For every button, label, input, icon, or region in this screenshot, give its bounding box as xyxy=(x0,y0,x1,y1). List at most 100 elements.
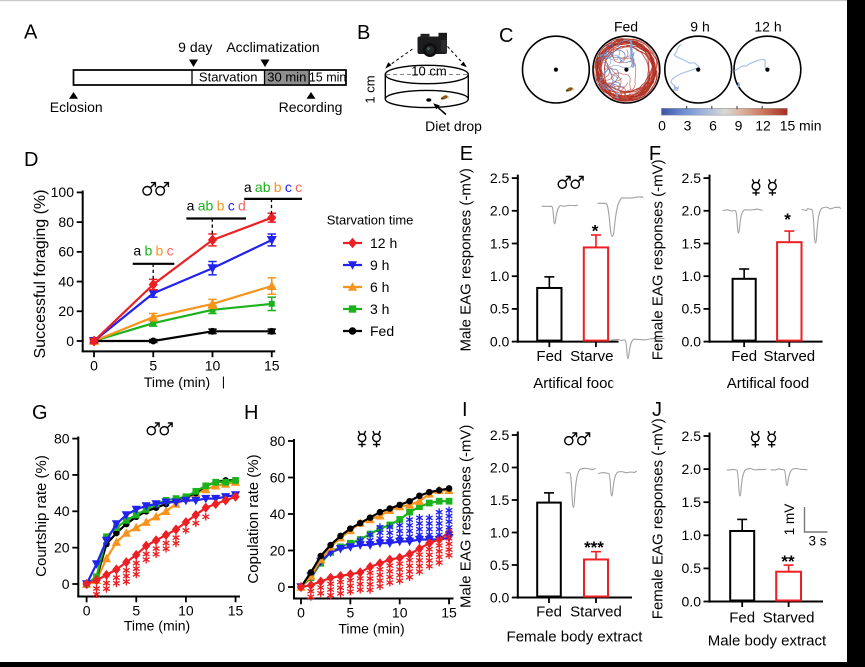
svg-text:0.5: 0.5 xyxy=(490,301,510,317)
svg-text:0: 0 xyxy=(83,603,91,619)
svg-text:0: 0 xyxy=(278,579,286,595)
svg-text:Eclosion: Eclosion xyxy=(50,99,103,115)
svg-text:10: 10 xyxy=(205,358,221,374)
svg-text:Artifical food: Artifical food xyxy=(533,375,616,392)
svg-text:5: 5 xyxy=(346,605,354,621)
svg-text:Fed: Fed xyxy=(536,348,562,365)
svg-text:Fed: Fed xyxy=(536,604,562,621)
svg-text:I: I xyxy=(462,399,468,421)
svg-text:1.0: 1.0 xyxy=(490,268,510,284)
svg-text:1.0: 1.0 xyxy=(682,268,702,284)
svg-text:15: 15 xyxy=(264,358,280,374)
svg-text:Artifical food: Artifical food xyxy=(727,375,810,392)
svg-text:Female EAG responses (-mV): Female EAG responses (-mV) xyxy=(650,159,667,360)
svg-text:1.5: 1.5 xyxy=(490,235,510,251)
svg-text:9 h: 9 h xyxy=(370,257,389,273)
svg-text:Starved: Starved xyxy=(570,604,622,621)
svg-text:1.5: 1.5 xyxy=(682,235,702,251)
svg-text:2.0: 2.0 xyxy=(682,461,702,477)
svg-text:Male EAG responses (-mV): Male EAG responses (-mV) xyxy=(458,425,475,608)
svg-text:15: 15 xyxy=(780,117,796,133)
svg-text:Starved: Starved xyxy=(763,348,815,365)
svg-text:1.0: 1.0 xyxy=(682,527,702,543)
svg-text:**: ** xyxy=(781,552,795,571)
svg-text:Time (min): Time (min) xyxy=(338,621,404,637)
svg-text:3 h: 3 h xyxy=(370,301,389,317)
svg-text:Female body extract: Female body extract xyxy=(507,629,644,646)
svg-text:Male EAG responses (-mV): Male EAG responses (-mV) xyxy=(458,168,475,351)
svg-text:E: E xyxy=(460,143,473,165)
svg-text:20: 20 xyxy=(270,542,286,558)
svg-text:0: 0 xyxy=(62,576,70,592)
svg-text:|: | xyxy=(222,374,225,389)
svg-text:12 h: 12 h xyxy=(754,19,781,35)
svg-text:60: 60 xyxy=(54,467,70,483)
svg-text:Fed: Fed xyxy=(370,323,394,339)
svg-text:2.5: 2.5 xyxy=(682,170,702,186)
svg-text:H: H xyxy=(244,402,258,424)
svg-text:0: 0 xyxy=(66,333,74,349)
svg-text:F: F xyxy=(649,143,661,165)
svg-text:10 cm: 10 cm xyxy=(411,63,446,78)
svg-text:G: G xyxy=(32,402,48,424)
svg-text:A: A xyxy=(24,22,38,44)
svg-text:0: 0 xyxy=(297,605,305,621)
svg-text:9 h: 9 h xyxy=(690,19,709,35)
svg-text:Time (min): Time (min) xyxy=(124,618,190,634)
svg-text:0: 0 xyxy=(90,358,98,374)
svg-text:5: 5 xyxy=(149,358,157,374)
svg-text:Female EAG responses (-mV): Female EAG responses (-mV) xyxy=(650,418,667,619)
svg-text:***: *** xyxy=(584,538,604,557)
svg-text:Starvation: Starvation xyxy=(199,70,258,85)
svg-text:Acclimatization: Acclimatization xyxy=(226,39,319,55)
svg-text:3: 3 xyxy=(684,117,692,133)
svg-text:80: 80 xyxy=(270,433,286,449)
svg-text:60: 60 xyxy=(270,469,286,485)
svg-text:Recording: Recording xyxy=(279,99,343,115)
svg-text:D: D xyxy=(24,149,38,171)
svg-text:12 h: 12 h xyxy=(370,235,397,251)
svg-text:0.0: 0.0 xyxy=(682,593,702,609)
svg-text:*: * xyxy=(784,210,791,229)
svg-text:3 s: 3 s xyxy=(808,534,826,549)
svg-text:1.5: 1.5 xyxy=(682,494,702,510)
svg-text:Courtship rate (%): Courtship rate (%) xyxy=(33,455,50,577)
svg-text:B: B xyxy=(357,22,370,44)
svg-text:min: min xyxy=(799,117,822,133)
svg-text:J: J xyxy=(652,399,662,421)
svg-text:C: C xyxy=(499,25,513,47)
svg-text:40: 40 xyxy=(54,503,70,519)
svg-text:2.0: 2.0 xyxy=(682,203,702,219)
svg-text:Successful foraging (%): Successful foraging (%) xyxy=(32,190,49,359)
svg-text:*: * xyxy=(592,222,599,241)
svg-text:9: 9 xyxy=(735,117,743,133)
svg-text:20: 20 xyxy=(58,303,74,319)
svg-text:Time (min): Time (min) xyxy=(144,374,210,390)
svg-text:10: 10 xyxy=(392,605,408,621)
svg-text:Starvation time: Starvation time xyxy=(327,213,414,228)
svg-text:1.5: 1.5 xyxy=(490,492,510,508)
svg-text:0.0: 0.0 xyxy=(682,333,702,349)
svg-text:1 mV: 1 mV xyxy=(782,504,797,536)
svg-text:2.0: 2.0 xyxy=(490,459,510,475)
svg-text:0: 0 xyxy=(658,117,666,133)
svg-text:0.5: 0.5 xyxy=(682,301,702,317)
svg-text:0.0: 0.0 xyxy=(490,333,510,349)
svg-text:10: 10 xyxy=(178,603,194,619)
svg-text:12: 12 xyxy=(755,117,771,133)
svg-text:0.5: 0.5 xyxy=(682,560,702,576)
svg-text:20: 20 xyxy=(54,539,70,555)
svg-text:Fed: Fed xyxy=(731,348,757,365)
svg-text:Diet drop: Diet drop xyxy=(425,118,482,134)
svg-text:6 h: 6 h xyxy=(370,279,389,295)
svg-text:Fed: Fed xyxy=(614,19,638,35)
svg-text:2.0: 2.0 xyxy=(490,203,510,219)
svg-text:0.0: 0.0 xyxy=(490,589,510,605)
svg-text:1.0: 1.0 xyxy=(490,524,510,540)
svg-text:2.5: 2.5 xyxy=(490,427,510,443)
svg-text:40: 40 xyxy=(270,506,286,522)
svg-text:1 cm: 1 cm xyxy=(363,75,378,103)
